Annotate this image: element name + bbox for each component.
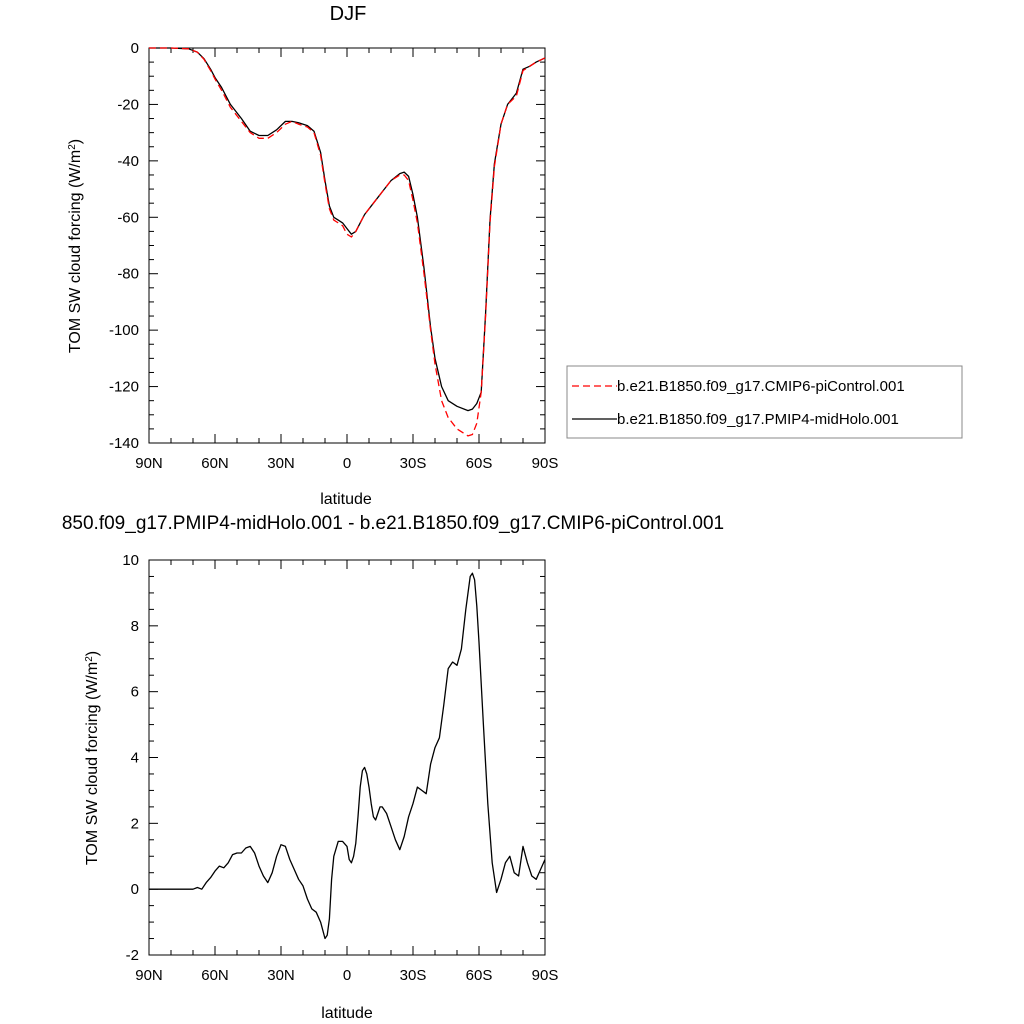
x-tick-label: 60N	[201, 455, 229, 472]
series-line-0	[149, 572, 546, 940]
y-tick-label: -140	[109, 435, 139, 452]
x-tick-label: 60N	[201, 967, 229, 984]
x-tick-label: 60S	[466, 967, 493, 984]
x-tick-label: 30N	[267, 455, 295, 472]
x-tick-label: 90N	[135, 455, 163, 472]
legend-box	[566, 365, 963, 439]
y-tick-label: 6	[131, 684, 139, 701]
y-tick-label: 0	[131, 881, 139, 898]
top-line-chart: 90N 60N 30N 0 30S 60S 90S 0 -20 -40 -60 -80 -100 -120…	[109, 40, 558, 472]
y-tick-label: 4	[131, 750, 139, 767]
y-tick-label: 2	[131, 815, 139, 832]
x-tick-label: 0	[343, 967, 351, 984]
chart-title-bottom: 850.f09_g17.PMIP4-midHolo.001 - b.e21.B1…	[62, 513, 724, 534]
y-axis-title-bottom: TOM SW cloud forcing (W/m2)	[84, 651, 102, 865]
y-tick-label: -120	[109, 379, 139, 396]
x-tick-label: 0	[343, 455, 351, 472]
legend: b.e21.B1850.f09_g17.CMIP6-piControl.001 …	[566, 365, 963, 439]
x-axis-title-top: latitude	[320, 491, 372, 508]
y-tick-label: -60	[117, 209, 139, 226]
x-axis-title-bottom: latitude	[321, 1005, 373, 1022]
y-axis-title-top: TOM SW cloud forcing (W/m2)	[67, 139, 85, 353]
chart-title-top: DJF	[330, 3, 367, 25]
y-tick-label: 10	[122, 552, 139, 569]
y-tick-label: -80	[117, 266, 139, 283]
y-tick-label: 0	[131, 40, 139, 57]
y-tick-label: -40	[117, 153, 139, 170]
bottom-line-chart: 90N 60N 30N 0 30S 60S 90S -2 0 2 4 6 8 10	[122, 552, 558, 984]
y-tick-label: -20	[117, 96, 139, 113]
series-line-0	[149, 47, 546, 437]
plot-frame	[148, 47, 546, 444]
y-tick-label: 8	[131, 618, 139, 635]
x-tick-label: 30S	[400, 455, 427, 472]
x-tick-label: 90S	[532, 967, 559, 984]
x-tick-label: 90S	[532, 455, 559, 472]
y-tick-label: -2	[126, 947, 139, 964]
x-tick-label: 30S	[400, 967, 427, 984]
x-tick-label: 60S	[466, 455, 493, 472]
series-line-1	[149, 47, 546, 412]
x-tick-label: 30N	[267, 967, 295, 984]
y-tick-label: -100	[109, 322, 139, 339]
x-tick-label: 90N	[135, 967, 163, 984]
legend-label-picontrol: b.e21.B1850.f09_g17.CMIP6-piControl.001	[617, 378, 905, 395]
legend-label-midholo: b.e21.B1850.f09_g17.PMIP4-midHolo.001	[617, 411, 899, 428]
